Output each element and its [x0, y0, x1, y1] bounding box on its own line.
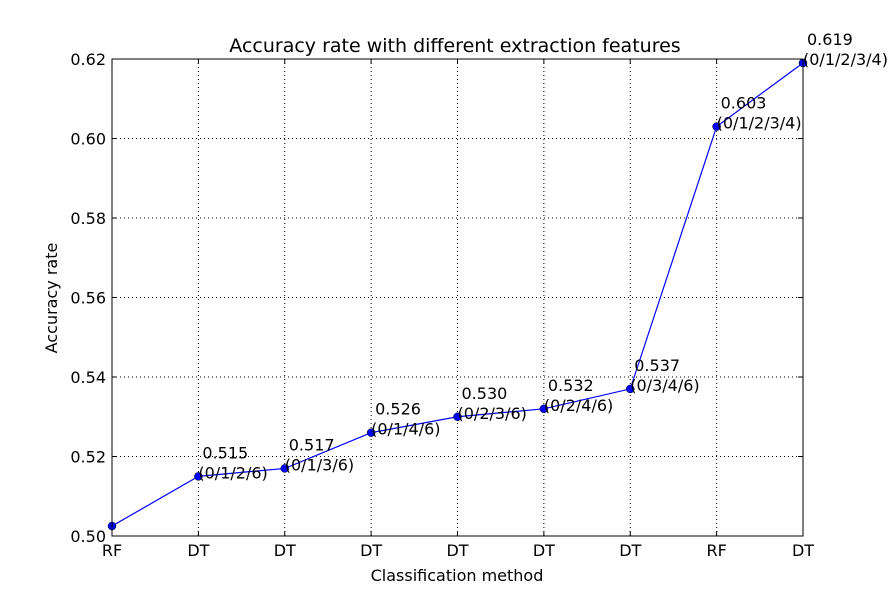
y-tick-label: 0.50 — [70, 527, 106, 546]
plot-frame — [111, 58, 804, 537]
y-tick-label: 0.56 — [70, 289, 106, 308]
x-tick-labels: RF DT DT DT DT DT DT RF DT — [102, 541, 814, 560]
data-label-value: 0.517 — [289, 435, 335, 454]
x-tick-label: DT — [619, 541, 641, 560]
data-labels: 0.515(0/1/2/6) 0.517(0/1/3/6) 0.526(0/1/4/… — [198, 30, 888, 482]
data-label-value: 0.530 — [462, 384, 508, 403]
y-tick-label: 0.60 — [70, 130, 106, 149]
x-axis-label: Classification method — [371, 566, 544, 585]
data-label-features: (0/1/2/3/4) — [717, 114, 802, 133]
data-point — [366, 428, 376, 437]
data-label-features: (0/1/3/6) — [285, 455, 354, 474]
y-tick-label: 0.58 — [70, 209, 106, 228]
x-tick-label: DT — [274, 541, 296, 560]
data-label-value: 0.532 — [548, 376, 594, 395]
data-label-value: 0.537 — [634, 356, 680, 375]
data-label-features: (0/2/4/6) — [544, 396, 613, 415]
x-tick-label: DT — [187, 541, 209, 560]
x-tick-label: DT — [792, 541, 814, 560]
data-point — [453, 412, 462, 421]
y-tick-label: 0.52 — [70, 448, 106, 467]
data-point — [712, 122, 721, 131]
series-layer — [107, 58, 808, 531]
data-point — [626, 384, 635, 394]
chart-title: Accuracy rate with different extraction … — [229, 35, 680, 57]
data-label-value: 0.526 — [375, 400, 421, 419]
data-label-features: (0/1/2/6) — [198, 463, 267, 482]
y-tick-label: 0.54 — [70, 368, 106, 387]
y-tick-label: 0.62 — [70, 50, 106, 69]
y-axis-label: Accuracy rate — [42, 243, 61, 354]
data-point — [539, 404, 549, 414]
data-label-value: 0.619 — [807, 30, 853, 49]
data-point — [280, 464, 289, 473]
data-point — [194, 472, 203, 481]
y-tick-labels: 0.50 0.52 0.54 0.56 0.58 0.60 0.62 — [70, 50, 106, 546]
x-tick-label: DT — [533, 541, 555, 560]
data-label-value: 0.603 — [721, 94, 767, 113]
data-label-value: 0.515 — [202, 443, 248, 462]
x-tick-label: DT — [446, 541, 468, 560]
data-label-features: (0/2/3/6) — [458, 404, 527, 423]
data-label-features: (0/1/4/6) — [371, 420, 440, 439]
x-tick-label: RF — [706, 541, 726, 560]
data-label-features: (0/1/2/3/4) — [803, 50, 888, 69]
data-label-features: (0/3/4/6) — [630, 376, 699, 395]
x-tick-label: RF — [102, 541, 122, 560]
x-tick-label: DT — [360, 541, 382, 560]
